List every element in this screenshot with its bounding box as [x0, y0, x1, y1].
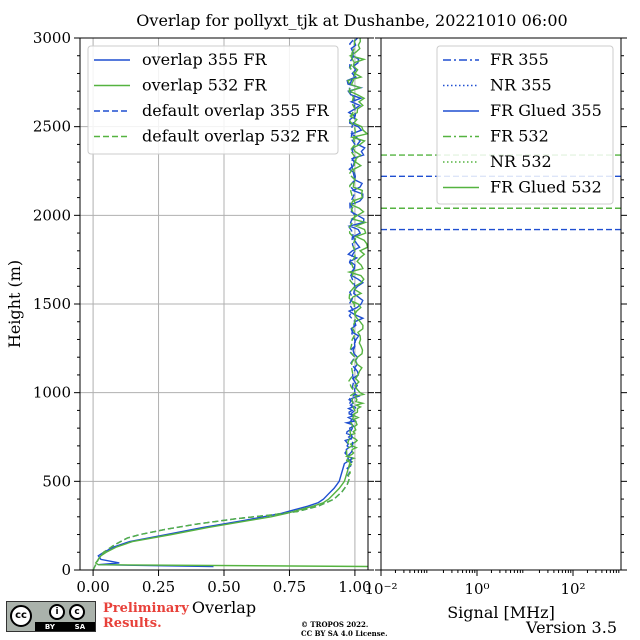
y-tick-label: 0 — [61, 561, 71, 579]
series-line-3 — [92, 37, 357, 571]
y-tick-label: 500 — [42, 472, 71, 490]
signal-legend-entry: FR Glued 532 — [490, 178, 602, 197]
signal-legend-entry: FR 355 — [490, 50, 549, 69]
legend-entry: default overlap 532 FR — [142, 127, 330, 146]
cc-by-label: BY — [44, 622, 55, 631]
signal-x-axis-label: Signal [MHz] — [447, 603, 555, 622]
cc-icon: cc — [10, 605, 32, 627]
preliminary-note: Preliminary Results. — [103, 601, 189, 631]
version-label: Version 3.5 — [526, 618, 617, 637]
y-tick-label: 1000 — [33, 384, 71, 402]
series-line-2 — [94, 37, 369, 568]
signal-legend-entry: NR 355 — [490, 76, 552, 95]
cc-label-strip: BY SA — [35, 622, 95, 631]
overlap-legend: overlap 355 FR overlap 532 FR default over… — [87, 45, 339, 155]
preliminary-line1: Preliminary — [103, 601, 189, 616]
y-tick-label: 3000 — [33, 29, 71, 47]
overlap-legend-box — [87, 45, 339, 155]
preliminary-line2: Results. — [103, 616, 162, 631]
cc-by-icon: i — [49, 604, 65, 620]
x-tick-label: 0.50 — [207, 578, 240, 596]
cc-license-logo: cc i c BY SA — [6, 601, 96, 632]
x-tick-label: 0.25 — [142, 578, 175, 596]
overlap-panel: 0.00 0.25 0.50 0.75 1.00 0 500 1000 1500 2000 2500… — [5, 29, 374, 617]
overlap-series — [92, 37, 369, 571]
copyright-line1: © TROPOS 2022. — [301, 620, 369, 629]
signal-ticks: 10⁻² 10⁰ 10² — [364, 37, 627, 598]
copyright-line2: CC BY SA 4.0 License. — [301, 629, 388, 638]
series-line-4 — [92, 37, 357, 571]
legend-entry: overlap 532 FR — [142, 76, 268, 95]
y-tick-label: 2000 — [33, 206, 71, 224]
cc-sa-icon: c — [69, 604, 85, 620]
y-tick-label: 2500 — [33, 118, 71, 136]
chart-title: Overlap for pollyxt_tjk at Dushanbe, 202… — [136, 11, 567, 30]
signal-legend-entry: FR 532 — [490, 127, 549, 146]
cc-sa-label: SA — [74, 622, 86, 631]
signal-x-tick-label: 10⁰ — [464, 580, 489, 598]
signal-legend-box — [436, 45, 614, 205]
signal-legend-entry: NR 532 — [490, 152, 552, 171]
signal-panel: 10⁻² 10⁰ 10² Signal [MHz] FR 355 NR 355 FR G… — [364, 37, 627, 622]
legend-entry: default overlap 355 FR — [142, 101, 330, 120]
signal-legend: FR 355 NR 355 FR Glued 355 FR 532 NR 532 FR G… — [436, 45, 614, 205]
x-tick-label: 1.00 — [338, 578, 371, 596]
legend-entry: overlap 355 FR — [142, 50, 268, 69]
signal-legend-entry: FR Glued 355 — [490, 101, 602, 120]
y-tick-label: 1500 — [33, 295, 71, 313]
x-tick-label: 0.75 — [273, 578, 306, 596]
y-axis-label: Height (m) — [5, 260, 24, 348]
signal-x-tick-label: 10⁻² — [364, 580, 397, 598]
overlap-x-axis-label: Overlap — [192, 598, 256, 617]
overlap-ticks: 0.00 0.25 0.50 0.75 1.00 0 500 1000 1500 2000 2500… — [33, 29, 374, 596]
copyright-note: © TROPOS 2022. CC BY SA 4.0 License. — [301, 620, 388, 638]
signal-x-tick-label: 10² — [560, 580, 585, 598]
x-tick-label: 0.00 — [76, 578, 109, 596]
